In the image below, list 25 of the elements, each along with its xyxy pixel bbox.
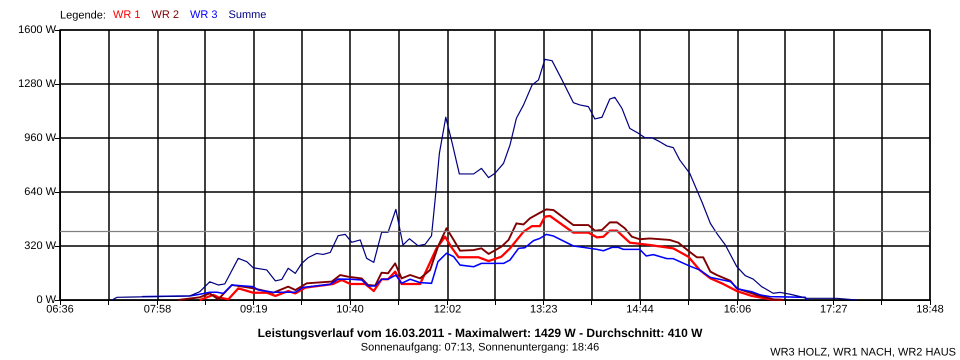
text: Sonnenaufgang: 07:13, Sonnenuntergang: 18:46 bbox=[360, 342, 600, 354]
text: Leistungsverlauf vom 16.03.2011 - Maximalwert: 1429 W - Durchschnitt: 410 W bbox=[258, 326, 704, 340]
text: WR3 HOLZ, WR1 NACH, WR2 HAUS bbox=[770, 346, 956, 358]
x-tick-label: 17:27 bbox=[820, 304, 848, 316]
x-tick-label: 09:19 bbox=[240, 304, 268, 316]
y-tick-label: 0 W bbox=[36, 294, 57, 306]
y-tick-label: 640 W bbox=[24, 186, 57, 198]
x-tick-label: 18:48 bbox=[916, 304, 944, 316]
x-tick-label: 07:58 bbox=[144, 304, 172, 316]
legend-title: Legende: bbox=[60, 10, 106, 22]
text: Summe bbox=[228, 9, 266, 21]
x-tick-label: 16:06 bbox=[724, 304, 752, 316]
text: WR 3 bbox=[190, 9, 218, 21]
x-tick-label: 14:44 bbox=[626, 304, 654, 316]
y-tick-label: 1600 W bbox=[18, 24, 57, 36]
x-tick-label: 13:23 bbox=[530, 304, 558, 316]
x-tick-label: 06:36 bbox=[46, 304, 74, 316]
text: WR 1 bbox=[113, 9, 140, 21]
x-tick-label: 10:40 bbox=[336, 304, 364, 316]
y-tick-label: 960 W bbox=[24, 132, 57, 144]
line-series bbox=[111, 58, 858, 301]
text: WR 2 bbox=[152, 9, 179, 21]
y-tick-label: 320 W bbox=[24, 240, 57, 252]
x-tick-label: 12:02 bbox=[434, 304, 462, 316]
y-tick-label: 1280 W bbox=[18, 78, 57, 90]
